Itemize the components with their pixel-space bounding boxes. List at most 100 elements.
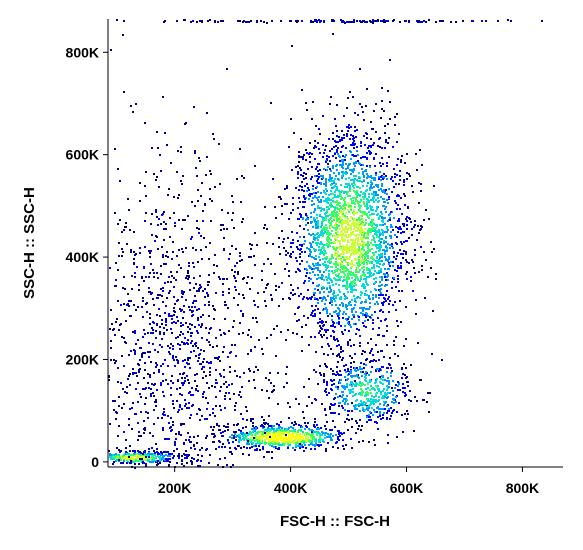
data-point <box>380 176 382 178</box>
data-point <box>365 394 367 396</box>
data-point <box>355 193 357 195</box>
data-point <box>119 219 121 221</box>
data-point <box>201 368 203 370</box>
data-point <box>327 215 329 217</box>
data-point <box>309 161 311 163</box>
data-point <box>372 360 374 362</box>
data-point <box>211 200 213 202</box>
data-point <box>146 302 148 304</box>
data-point <box>137 439 139 441</box>
data-point <box>360 205 362 207</box>
data-point <box>342 407 344 409</box>
data-point <box>407 385 409 387</box>
data-point <box>392 304 394 306</box>
data-point <box>384 253 386 255</box>
data-point <box>215 405 217 407</box>
data-point <box>315 223 317 225</box>
data-point <box>117 381 119 383</box>
data-point <box>298 189 300 191</box>
data-point <box>360 191 362 193</box>
data-point <box>183 311 185 313</box>
data-point <box>264 440 266 442</box>
data-point <box>248 380 250 382</box>
data-point <box>336 215 338 217</box>
data-point <box>415 153 417 155</box>
data-point <box>354 206 356 208</box>
data-point <box>358 176 360 178</box>
data-point <box>293 424 295 426</box>
data-point <box>373 191 375 193</box>
data-point <box>405 338 407 340</box>
data-point <box>157 224 159 226</box>
data-point <box>363 198 365 200</box>
data-point <box>366 152 368 154</box>
data-point <box>359 419 361 421</box>
data-point <box>135 388 137 390</box>
data-point <box>330 348 332 350</box>
data-point <box>323 183 325 185</box>
data-point <box>235 439 237 441</box>
data-point <box>339 304 341 306</box>
data-point <box>307 187 309 189</box>
data-point <box>291 45 293 47</box>
data-point <box>109 328 111 330</box>
data-point <box>368 269 370 271</box>
data-point <box>227 307 229 309</box>
data-point <box>294 421 296 423</box>
data-point <box>351 418 353 420</box>
data-point <box>319 312 321 314</box>
data-point <box>188 265 190 267</box>
data-point <box>401 213 403 215</box>
data-point <box>292 332 294 334</box>
data-point <box>342 234 344 236</box>
data-point <box>311 118 313 120</box>
data-point <box>323 291 325 293</box>
data-point <box>234 447 236 449</box>
data-point <box>115 360 117 362</box>
data-point <box>391 281 393 283</box>
data-point <box>303 450 305 452</box>
data-point <box>326 206 328 208</box>
data-point <box>406 172 408 174</box>
data-point <box>314 336 316 338</box>
data-point <box>181 455 183 457</box>
data-point <box>317 322 319 324</box>
data-point <box>135 103 137 105</box>
data-point <box>303 243 305 245</box>
data-point <box>304 280 306 282</box>
data-point <box>320 199 322 201</box>
data-point <box>412 290 414 292</box>
data-point <box>321 243 323 245</box>
data-point <box>398 133 400 135</box>
data-point <box>398 183 400 185</box>
data-point <box>316 237 318 239</box>
data-point <box>303 172 305 174</box>
data-point <box>396 141 398 143</box>
data-point <box>370 121 372 123</box>
data-point <box>149 323 151 325</box>
data-point <box>363 119 365 121</box>
data-point <box>194 326 196 328</box>
data-point <box>261 435 263 437</box>
data-point <box>143 432 145 434</box>
data-point <box>388 263 390 265</box>
data-point <box>155 443 157 445</box>
data-point <box>350 198 352 200</box>
data-point <box>356 408 358 410</box>
data-point <box>338 317 340 319</box>
data-point <box>118 255 120 257</box>
data-point <box>349 339 351 341</box>
data-point <box>303 315 305 317</box>
data-point <box>356 374 358 376</box>
data-point <box>386 418 388 420</box>
data-point <box>357 186 359 188</box>
data-point <box>281 440 283 442</box>
data-point <box>330 433 332 435</box>
data-point <box>331 380 333 382</box>
data-point <box>304 444 306 446</box>
data-point <box>315 125 317 127</box>
data-point <box>341 226 343 228</box>
data-point <box>314 313 316 315</box>
data-point <box>250 437 252 439</box>
data-point <box>133 459 135 461</box>
